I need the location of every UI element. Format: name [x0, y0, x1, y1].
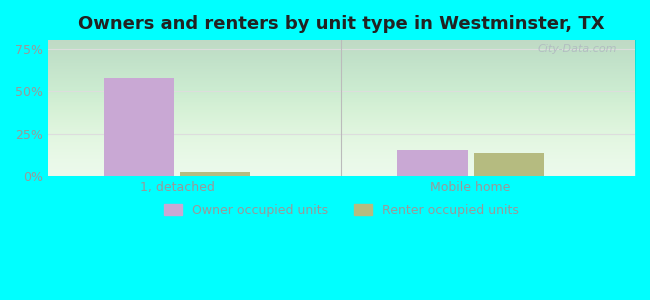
Title: Owners and renters by unit type in Westminster, TX: Owners and renters by unit type in Westm…	[78, 15, 604, 33]
Bar	[397, 150, 467, 176]
Text: City-Data.com: City-Data.com	[538, 44, 617, 54]
Legend: Owner occupied units, Renter occupied units: Owner occupied units, Renter occupied un…	[159, 199, 524, 222]
Bar	[103, 78, 174, 176]
Bar	[180, 172, 250, 176]
Bar	[474, 154, 544, 176]
